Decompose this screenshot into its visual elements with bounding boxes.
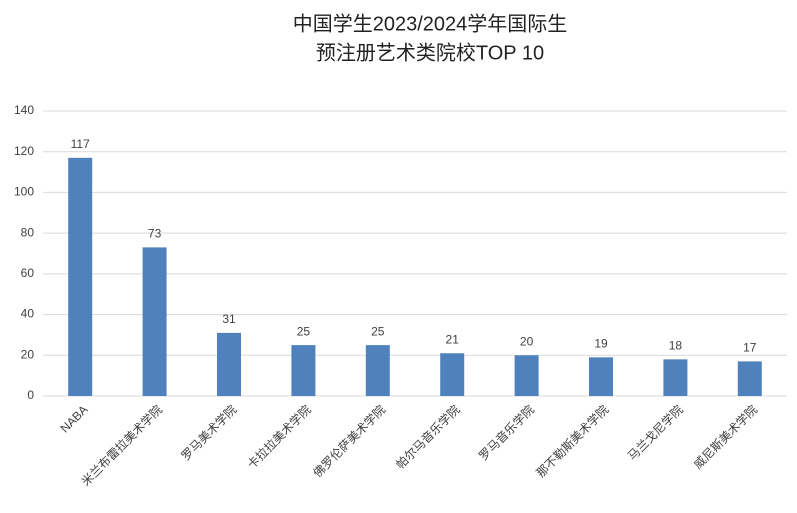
y-tick-label: 140 bbox=[14, 103, 34, 117]
bar bbox=[663, 359, 688, 396]
bar bbox=[514, 355, 539, 396]
x-tick-label: 米兰布雷拉美术学院 bbox=[78, 402, 165, 489]
bar bbox=[589, 357, 613, 396]
chart-title: 中国学生2023/2024学年国际生 bbox=[293, 12, 568, 35]
x-tick-label: 帕尔马音乐学院 bbox=[393, 402, 463, 472]
data-label: 117 bbox=[71, 137, 90, 151]
bar bbox=[291, 345, 316, 396]
data-label: 25 bbox=[297, 324, 311, 338]
x-tick-label: 马兰戈尼学院 bbox=[624, 402, 686, 464]
data-label: 25 bbox=[371, 324, 385, 338]
bar bbox=[440, 353, 465, 396]
data-label: 20 bbox=[520, 334, 534, 348]
x-tick-label: 罗马美术学院 bbox=[178, 402, 240, 464]
bar bbox=[142, 247, 167, 396]
x-tick-label: 罗马音乐学院 bbox=[475, 402, 537, 464]
y-tick-label: 60 bbox=[21, 266, 35, 280]
x-tick-label: 威尼斯美术学院 bbox=[690, 402, 760, 472]
data-label: 21 bbox=[446, 332, 460, 346]
chart-title: 预注册艺术类院校TOP 10 bbox=[316, 41, 544, 64]
y-tick-label: 100 bbox=[14, 185, 34, 199]
data-label: 18 bbox=[669, 339, 683, 353]
y-tick-label: 40 bbox=[21, 307, 35, 321]
y-tick-label: 20 bbox=[21, 347, 35, 361]
data-label: 31 bbox=[222, 312, 236, 326]
bar bbox=[365, 345, 390, 396]
y-tick-label: 0 bbox=[27, 388, 34, 402]
data-label: 19 bbox=[594, 336, 608, 350]
data-label: 73 bbox=[148, 227, 162, 241]
x-tick-label: 佛罗伦萨美术学院 bbox=[310, 402, 388, 480]
x-tick-label: NABA bbox=[58, 402, 91, 435]
bar bbox=[217, 332, 241, 396]
bar bbox=[68, 157, 93, 396]
data-label: 17 bbox=[743, 341, 757, 355]
y-tick-label: 120 bbox=[14, 144, 34, 158]
x-tick-label: 那不勒斯美术学院 bbox=[533, 402, 611, 480]
x-tick-label: 卡拉拉美术学院 bbox=[244, 402, 314, 472]
y-tick-label: 80 bbox=[21, 225, 35, 239]
bar bbox=[737, 361, 762, 396]
